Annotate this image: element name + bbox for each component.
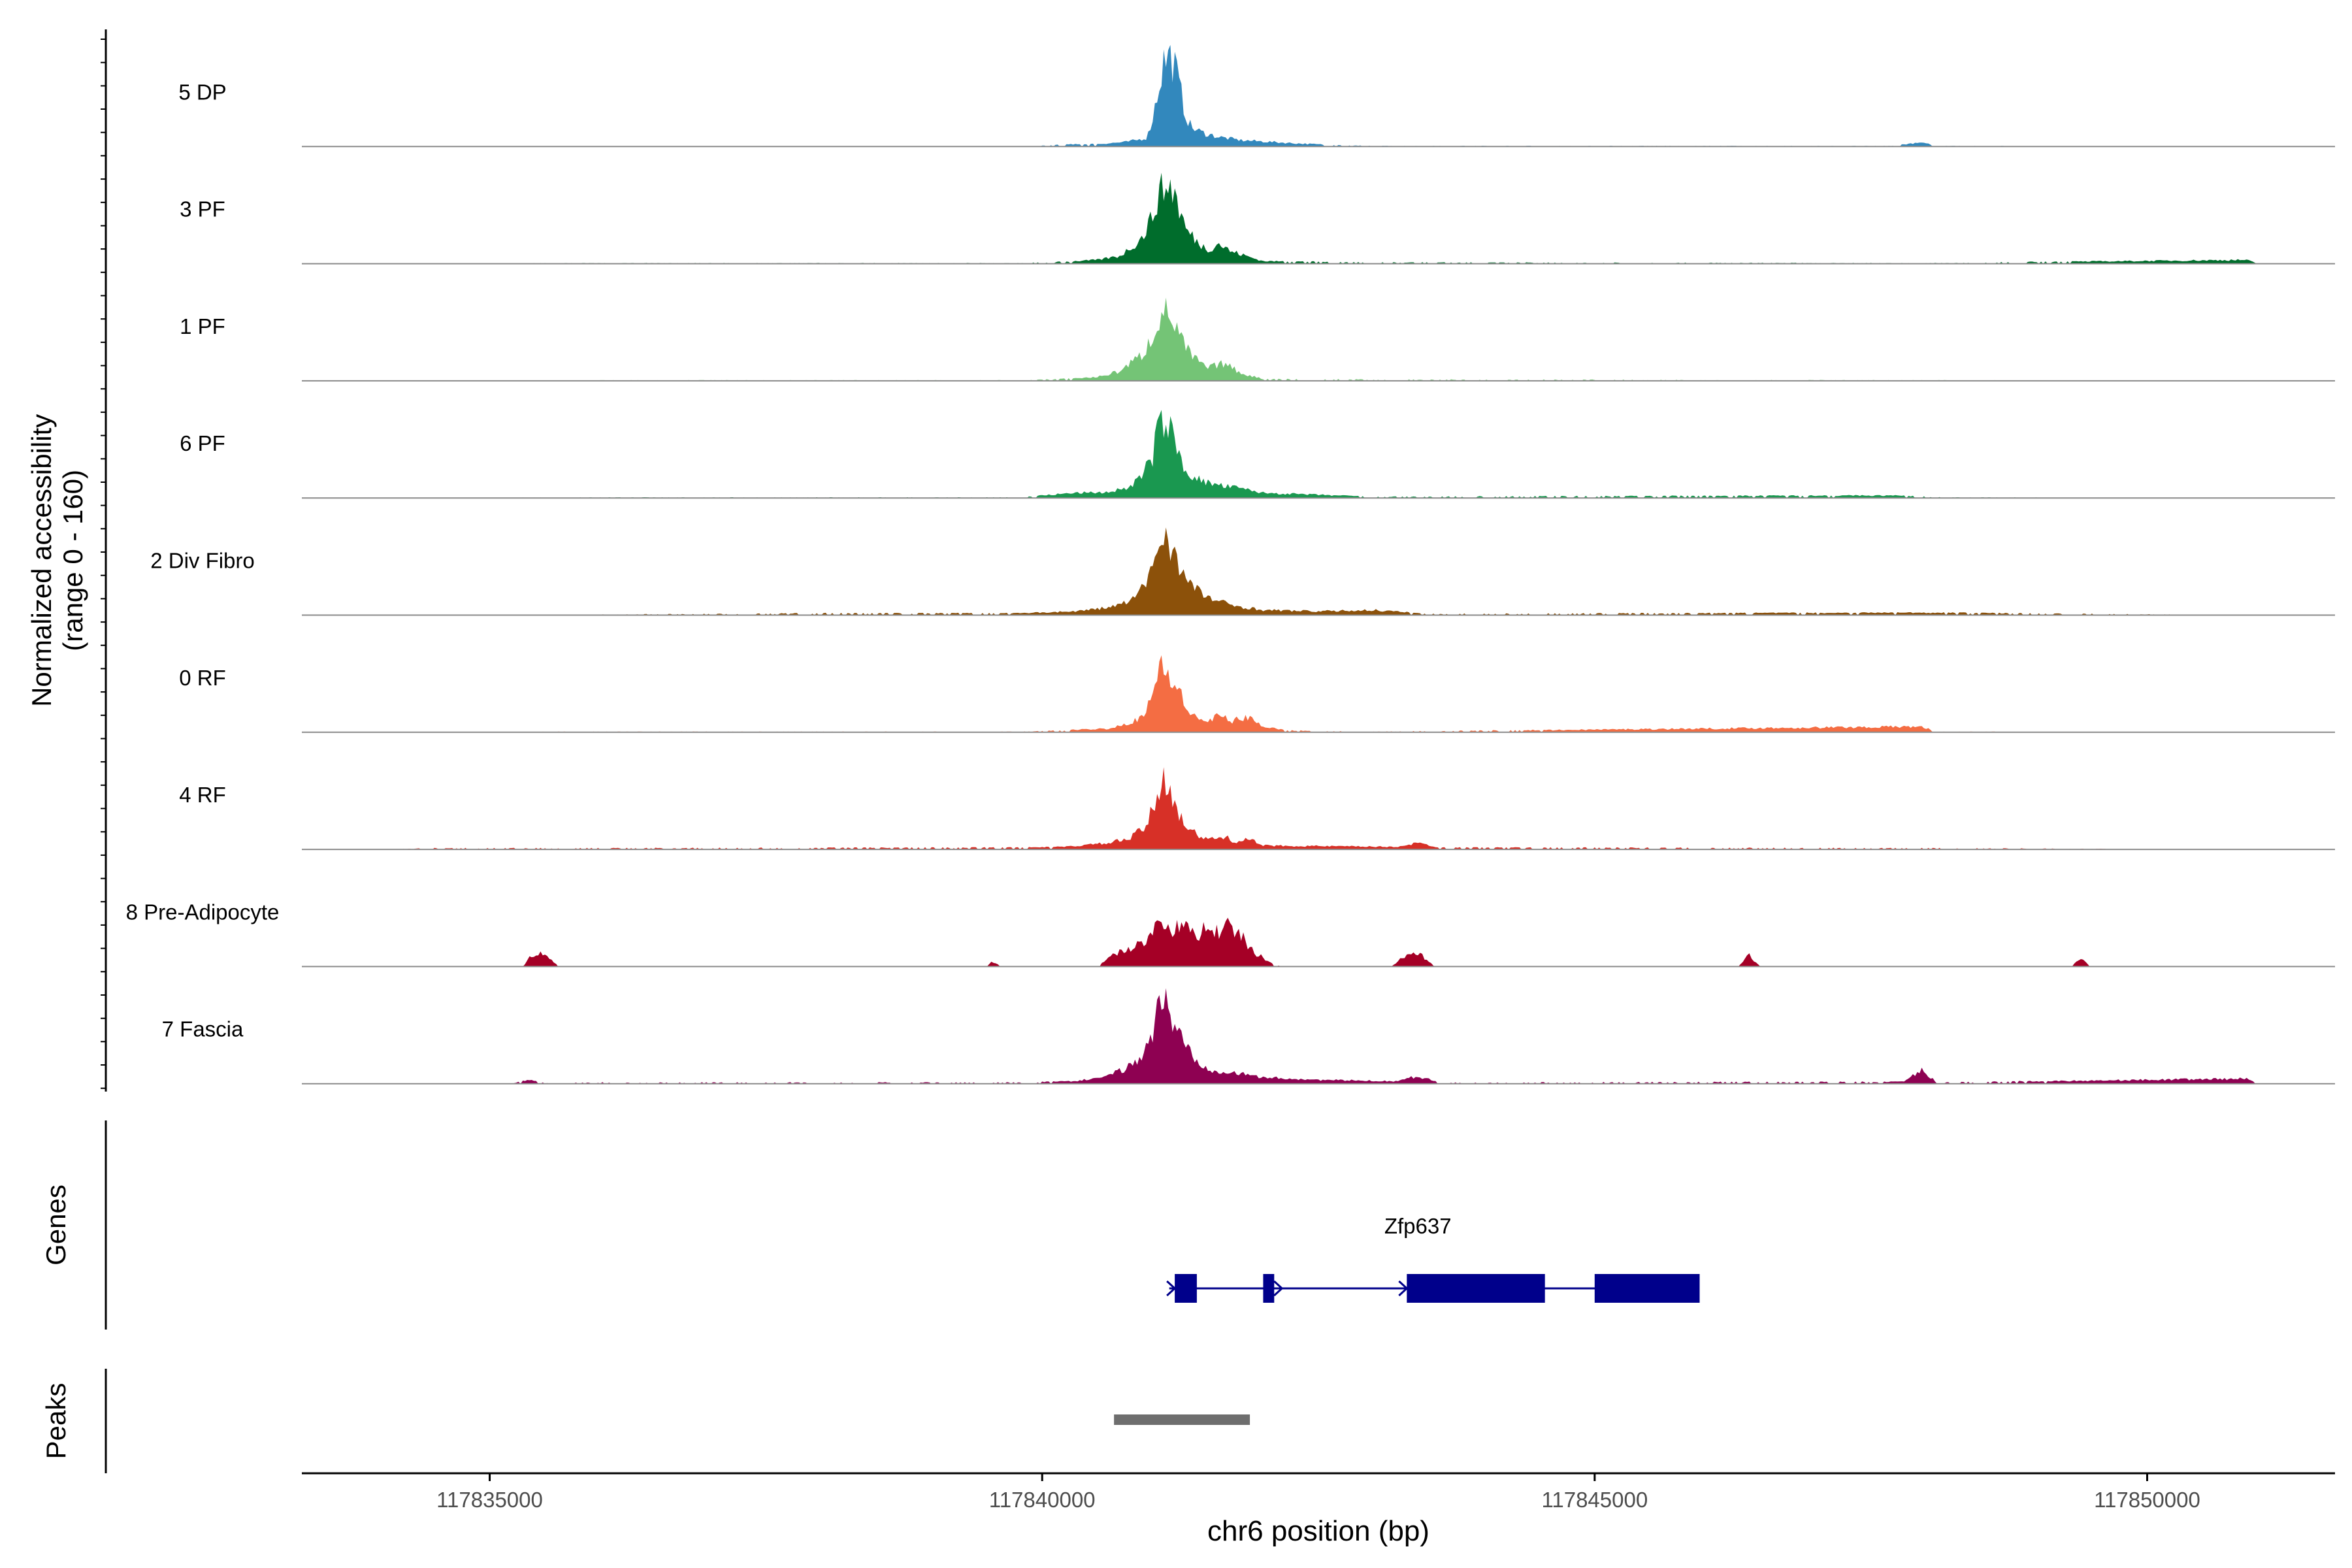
gene-zfp637: Zfp637 [1166, 1214, 1700, 1303]
track-label: 2 Div Fibro [150, 549, 255, 573]
track-label: 0 RF [179, 666, 226, 690]
track-label: 7 Fascia [162, 1017, 244, 1041]
track-label: 1 PF [180, 314, 225, 338]
strand-arrow [1273, 1280, 1284, 1297]
track-7-fascia: 7 Fascia [162, 988, 2335, 1085]
coverage-area [379, 655, 2258, 732]
track-2-div-fibro: 2 Div Fibro [150, 527, 2335, 616]
y-axis-label: Normalized accessibility [26, 414, 57, 707]
peaks-track [105, 1369, 1250, 1473]
track-label: 3 PF [180, 197, 225, 221]
x-axis-label: chr6 position (bp) [1207, 1515, 1429, 1547]
track-0-rf: 0 RF [179, 655, 2335, 733]
track-label: 5 DP [178, 80, 226, 104]
coverage-area [379, 988, 2258, 1084]
coverage-area [379, 917, 2258, 967]
coverage-area [379, 410, 2258, 498]
genes-panel-label: Genes [41, 1184, 71, 1266]
gene-annotation-track: Zfp637 [105, 1120, 1700, 1330]
peak-region [1114, 1414, 1250, 1425]
exon [1175, 1274, 1197, 1303]
coverage-area [379, 527, 2258, 615]
track-3-pf: 3 PF [180, 172, 2335, 265]
x-tick-label: 117835000 [436, 1488, 543, 1512]
peaks-panel-label: Peaks [41, 1383, 71, 1460]
y-axis-range-label: (range 0 - 160) [57, 470, 88, 651]
coverage-area [379, 44, 2258, 147]
coverage-area [379, 172, 2258, 264]
track-4-rf: 4 RF [179, 767, 2335, 851]
track-label: 6 PF [180, 431, 225, 455]
track-label: 8 Pre-Adipocyte [126, 900, 280, 924]
coverage-tracks: 5 DP 3 PF 1 PF 6 PF 2 Div Fibro 0 RF 4 RF 8 Pre… [126, 44, 2335, 1085]
x-axis: 117835000 117840000 117845000 117850000 [302, 1472, 2335, 1512]
exon [1407, 1274, 1545, 1303]
x-tick-label: 117850000 [2094, 1488, 2200, 1512]
coverage-area [379, 767, 2258, 850]
accessibility-axis [101, 29, 107, 1092]
track-6-pf: 6 PF [180, 410, 2335, 499]
x-tick-label: 117840000 [989, 1488, 1096, 1512]
exon [1263, 1274, 1275, 1303]
gene-label: Zfp637 [1384, 1214, 1452, 1238]
x-tick-label: 117845000 [1541, 1488, 1648, 1512]
track-label: 4 RF [179, 783, 226, 807]
track-8-pre-adipocyte: 8 Pre-Adipocyte [126, 900, 2335, 968]
coverage-area [379, 297, 2258, 381]
exon [1594, 1274, 1700, 1303]
track-1-pf: 1 PF [180, 297, 2335, 382]
track-5-dp: 5 DP [178, 44, 2335, 148]
